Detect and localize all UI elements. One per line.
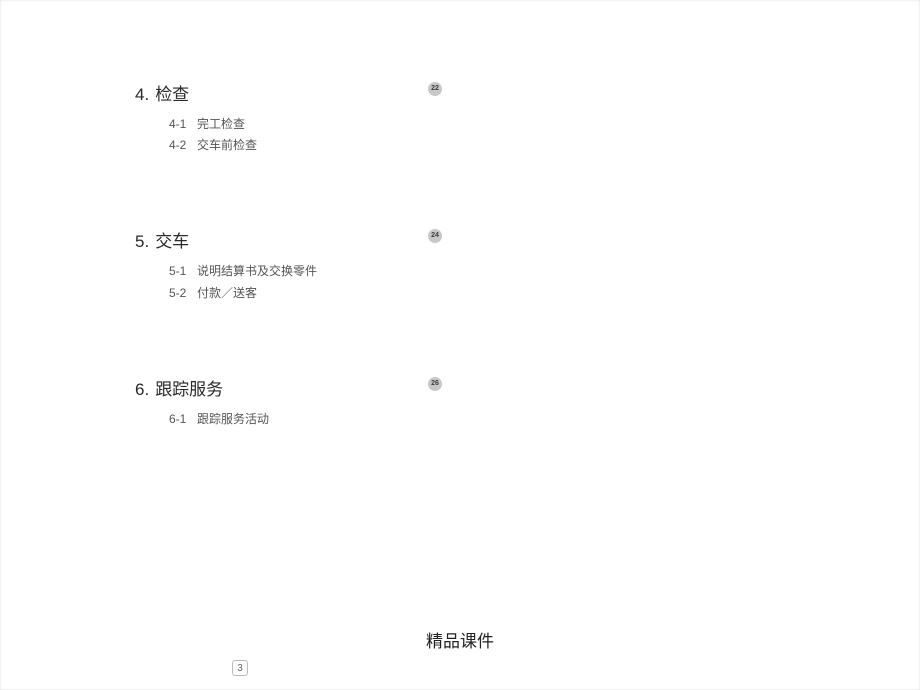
footer-label: 精品课件 [0, 627, 920, 652]
slide-number: 3 [232, 660, 248, 676]
section-title: 跟踪服务 [155, 375, 223, 400]
subitem-number: 5-1 [169, 262, 197, 281]
toc-section-6: 6. 跟踪服务 26 6-1 跟踪服务活动 [135, 375, 735, 429]
subitem-label: 说明结算书及交换零件 [197, 262, 735, 281]
page-badge: 22 [428, 82, 442, 96]
subitem-number: 4-1 [169, 115, 197, 134]
section-header: 6. 跟踪服务 26 [135, 375, 735, 400]
subitem-label: 跟踪服务活动 [197, 410, 735, 429]
toc-subitem: 6-1 跟踪服务活动 [169, 410, 735, 429]
document-page: 4. 检查 22 4-1 完工检查 4-2 交车前检查 5. 交车 24 [0, 0, 920, 690]
page-badge: 26 [428, 377, 442, 391]
toc-subitem: 4-1 完工检查 [169, 115, 735, 134]
section-title: 交车 [155, 227, 189, 252]
page-badge: 24 [428, 229, 442, 243]
toc-subitem: 5-2 付款／送客 [169, 284, 735, 303]
subitem-label: 完工检查 [197, 115, 735, 134]
toc-subitem: 5-1 说明结算书及交换零件 [169, 262, 735, 281]
subitem-number: 4-2 [169, 136, 197, 155]
subitem-number: 6-1 [169, 410, 197, 429]
section-number: 6. [135, 380, 149, 400]
section-number: 4. [135, 85, 149, 105]
toc-subitem: 4-2 交车前检查 [169, 136, 735, 155]
subitem-label: 交车前检查 [197, 136, 735, 155]
subitems: 5-1 说明结算书及交换零件 5-2 付款／送客 [169, 262, 735, 302]
toc-content: 4. 检查 22 4-1 完工检查 4-2 交车前检查 5. 交车 24 [135, 80, 735, 501]
subitem-label: 付款／送客 [197, 284, 735, 303]
subitem-number: 5-2 [169, 284, 197, 303]
toc-section-4: 4. 检查 22 4-1 完工检查 4-2 交车前检查 [135, 80, 735, 155]
section-header: 4. 检查 22 [135, 80, 735, 105]
section-header: 5. 交车 24 [135, 227, 735, 252]
subitems: 6-1 跟踪服务活动 [169, 410, 735, 429]
subitems: 4-1 完工检查 4-2 交车前检查 [169, 115, 735, 155]
section-number: 5. [135, 232, 149, 252]
toc-section-5: 5. 交车 24 5-1 说明结算书及交换零件 5-2 付款／送客 [135, 227, 735, 302]
section-title: 检查 [155, 80, 189, 105]
